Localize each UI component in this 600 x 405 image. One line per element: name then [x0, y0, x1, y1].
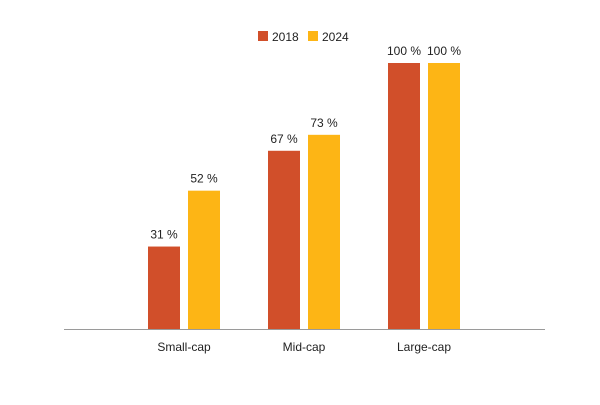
bar-small-cap-2024 [188, 190, 220, 329]
data-label-mid-cap-2024: 73 % [310, 116, 338, 130]
legend-swatch-2018 [258, 31, 268, 41]
bar-large-cap-2024 [428, 63, 460, 329]
legend-swatch-2024 [308, 31, 318, 41]
bars-group [148, 63, 460, 329]
bar-small-cap-2018 [148, 246, 180, 329]
data-label-large-cap-2018: 100 % [387, 44, 421, 58]
bar-mid-cap-2018 [268, 150, 300, 329]
bar-mid-cap-2024 [308, 134, 340, 329]
x-tick-label-small-cap: Small-cap [157, 340, 211, 354]
data-labels-group: 31 % 52 % 67 % 73 % 100 % 100 % [150, 44, 461, 242]
bar-large-cap-2018 [388, 63, 420, 329]
x-tick-label-mid-cap: Mid-cap [283, 340, 326, 354]
data-label-small-cap-2018: 31 % [150, 228, 178, 242]
data-label-large-cap-2024: 100 % [427, 44, 461, 58]
legend-label-2018: 2018 [272, 30, 299, 44]
data-label-mid-cap-2018: 67 % [270, 132, 298, 146]
x-tick-labels-group: Small-cap Mid-cap Large-cap [157, 340, 451, 354]
legend-label-2024: 2024 [322, 30, 349, 44]
legend: 2018 2024 [258, 30, 349, 44]
x-tick-label-large-cap: Large-cap [397, 340, 451, 354]
data-label-small-cap-2024: 52 % [190, 172, 218, 186]
